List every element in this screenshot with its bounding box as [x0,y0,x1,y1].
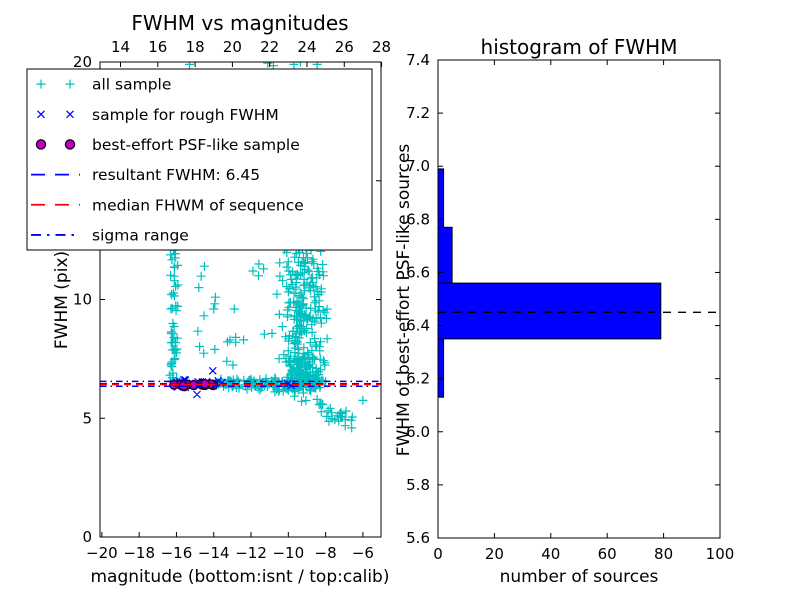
histogram-bar [438,282,662,340]
circle-marker-icon [64,139,76,150]
y-tick-label: 5.6 [406,529,430,547]
scatter-ylabel: FWHM (pix) [52,251,72,349]
x-tick-label: −18 [123,544,155,562]
scatter-plot: −20 −18 −16 −14 −12 −10 −8 −6 14 16 18 20 22 24 26 28 0 5… [26,11,391,587]
histogram-bar [438,226,453,284]
histogram-title: histogram of FWHM [481,35,678,59]
histogram-plot: 0 20 40 60 80 100 5.6 5.8 6.0 6.2 6.4 6.6 6.8 7.0 7.2 7… [394,35,734,587]
scatter-xlabel: magnitude (bottom:isnt / top:calib) [91,567,390,587]
top-tick-label: 26 [335,38,354,56]
x-tick-label: −12 [235,544,267,562]
x-tick-label: 20 [485,545,504,563]
top-tick-label: 18 [186,38,205,56]
circle-marker-icon [35,139,47,150]
y-tick-label: 6.6 [406,263,430,281]
top-tick-label: 24 [297,38,316,56]
top-tick-label: 14 [111,38,130,56]
histogram-axes-layer: 0 20 40 60 80 100 5.6 5.8 6.0 6.2 6.4 6.6 6.8 7.0 7.2 7… [406,51,734,563]
legend-item: sample for rough FWHM [37,106,279,124]
y-tick-label: 7.2 [406,104,430,122]
legend-label: sigma range [92,226,189,244]
legend-item: sigma range [31,226,189,244]
legend-label: resultant FWHM: 6.45 [92,166,260,184]
y-tick-label: 7.0 [406,157,430,175]
y-tick-label: 6.2 [406,370,430,388]
x-tick-label: 0 [433,545,443,563]
y-tick-label: 5.8 [406,476,430,494]
y-tick-label: 7.4 [406,51,430,69]
y-tick-label: 10 [73,291,92,309]
plot-frame [437,59,721,539]
x-tick-label: 60 [598,545,617,563]
legend-box [26,68,373,251]
legend-item: all sample [36,76,171,94]
histogram-data-layer [438,168,720,398]
histogram-ylabel: FWHM of best-effort PSF-like sources [394,144,414,457]
x-tick-label: −16 [161,544,193,562]
top-tick-label: 28 [372,38,391,56]
y-tick-label: 6.8 [406,210,430,228]
y-tick-label: 5 [82,409,92,427]
y-tick-label: 6.4 [406,317,430,335]
x-tick-label: −6 [352,544,374,562]
y-tick-label: 20 [73,53,92,71]
top-tick-label: 20 [223,38,242,56]
legend: all sample sample for rough FWHM best-effo… [26,68,373,251]
histogram-xlabel: number of sources [500,567,659,587]
legend-label: best-effort PSF-like sample [92,136,300,154]
plus-marker-icon [36,79,75,89]
x-tick-label: 40 [541,545,560,563]
scatter-axes-layer: −20 −18 −16 −14 −12 −10 −8 −6 14 16 18 20 22 24 26 28 0 5… [73,38,391,562]
x-tick-label: −8 [315,544,337,562]
legend-label: median FHWM of sequence [92,196,304,214]
histogram-bar [438,168,445,228]
legend-label: sample for rough FWHM [92,106,279,124]
top-tick-label: 22 [260,38,279,56]
x-tick-label: −14 [198,544,230,562]
top-tick-label: 16 [148,38,167,56]
x-marker-icon [37,110,74,119]
y-tick-label: 6.0 [406,423,430,441]
x-tick-label: 80 [654,545,673,563]
scatter-refline-layer [100,380,381,387]
legend-item: median FHWM of sequence [31,196,304,214]
y-tick-label: 0 [82,528,92,546]
legend-item: resultant FWHM: 6.45 [31,166,260,184]
legend-label: all sample [92,76,171,94]
x-tick-label: 100 [706,545,735,563]
scatter-title: FWHM vs magnitudes [131,11,348,35]
x-tick-label: −20 [86,544,118,562]
histogram-bar [438,338,445,398]
legend-item: best-effort PSF-like sample [35,136,300,154]
x-tick-label: −10 [272,544,304,562]
